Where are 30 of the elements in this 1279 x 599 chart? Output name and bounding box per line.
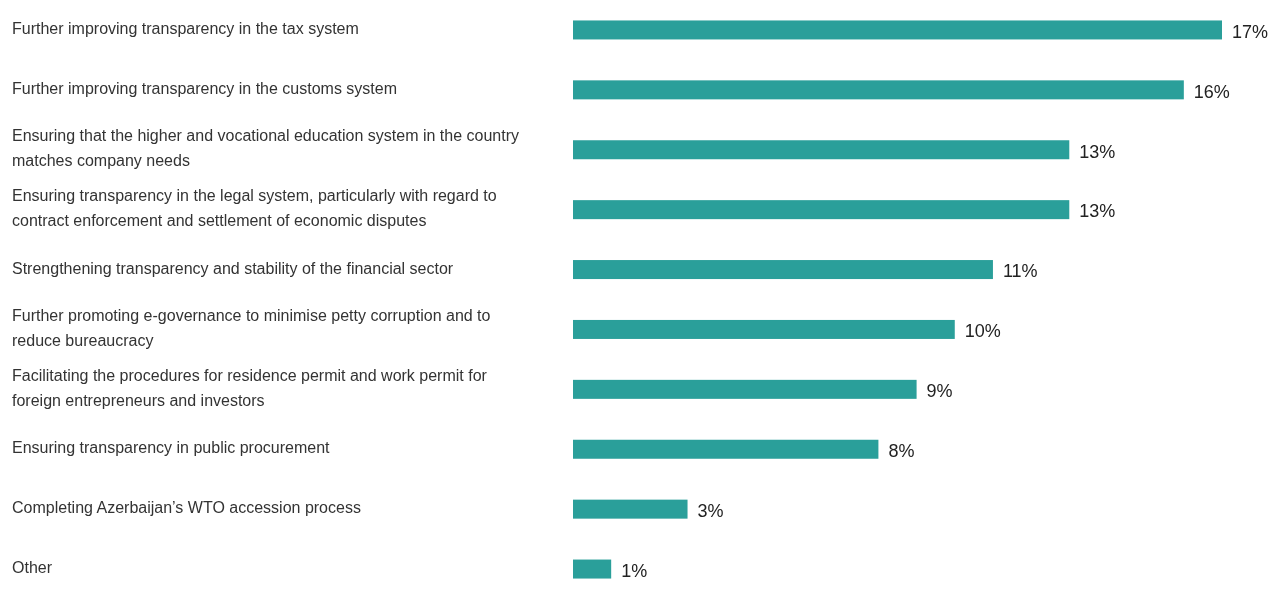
y-tick-label: Further improving transparency in the customs system xyxy=(12,80,398,98)
data-label: 3% xyxy=(697,500,724,521)
data-label: 13% xyxy=(1079,201,1116,222)
bar xyxy=(573,80,1184,100)
y-tick-label: Ensuring transparency in the legal system, particularly with regard to contract enforcement and settlement of economic disputes xyxy=(12,187,497,230)
y-tick-label: Ensuring that the higher and vocational education system in the country matches company needs xyxy=(12,127,519,170)
bar xyxy=(573,20,1222,40)
bar xyxy=(573,140,1070,160)
y-tick-label: Other xyxy=(12,559,53,577)
data-label: 13% xyxy=(1079,141,1116,162)
bar xyxy=(573,379,917,399)
data-label: 11% xyxy=(1002,261,1038,282)
y-tick-label: Facilitating the procedures for residence permit and work permit for foreign entrepreneurs and investors xyxy=(12,367,488,410)
y-tick-label: Completing Azerbaijan’s WTO accession process xyxy=(12,499,361,517)
bar xyxy=(573,499,688,519)
y-tick-label: Further improving transparency in the tax system xyxy=(12,20,359,38)
data-label: 8% xyxy=(888,441,915,461)
bar xyxy=(573,200,1070,220)
bar xyxy=(573,260,993,280)
bar xyxy=(573,559,612,579)
data-label: 16% xyxy=(1193,81,1230,102)
y-tick-label: Ensuring transparency in public procurement xyxy=(12,439,331,457)
data-label: 1% xyxy=(621,560,648,581)
data-label: 9% xyxy=(926,381,953,402)
y-tick-label: Strengthening transparency and stability of the financial sector xyxy=(12,259,454,277)
bar xyxy=(573,439,879,459)
data-label: 10% xyxy=(964,321,1001,342)
data-label: 17% xyxy=(1232,21,1269,42)
bar xyxy=(573,319,955,339)
y-tick-label: Further promoting e-governance to minimise petty corruption and to reduce bureaucracy xyxy=(12,307,491,350)
